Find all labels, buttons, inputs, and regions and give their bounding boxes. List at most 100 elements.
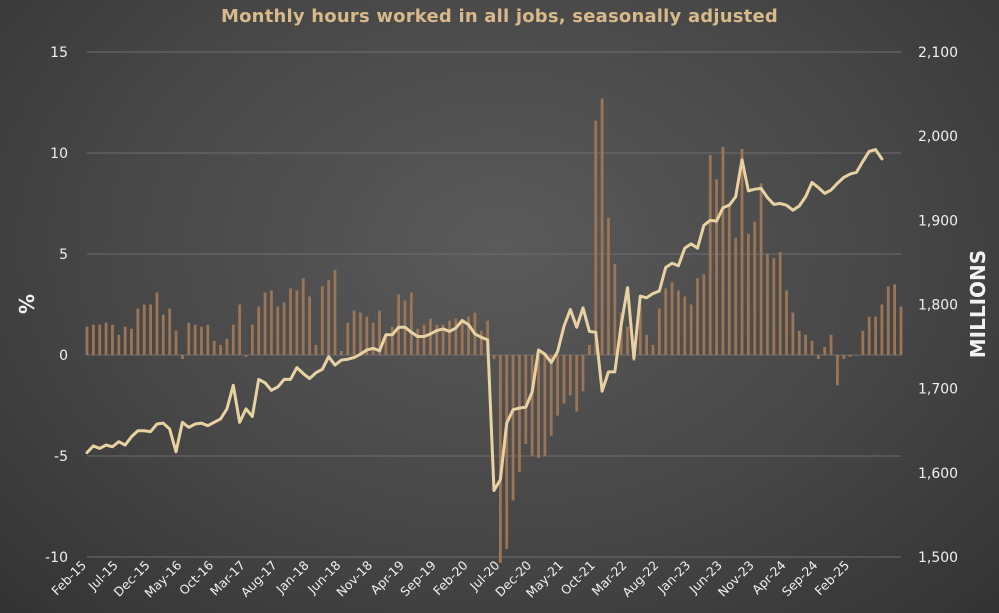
bar (797, 330, 801, 355)
right-axis-tick: 1,600 (918, 466, 958, 482)
bar (111, 324, 114, 355)
bar (384, 336, 388, 355)
bar (651, 344, 655, 355)
bar (861, 330, 865, 355)
bar (886, 286, 890, 355)
bar (479, 330, 483, 355)
bar (511, 355, 515, 501)
left-axis-tick: -5 (54, 449, 68, 465)
bar (816, 355, 820, 360)
bar (613, 264, 617, 355)
bar (250, 324, 254, 355)
bar (193, 324, 197, 355)
bar (231, 324, 235, 355)
bar (301, 278, 305, 355)
right-axis-tick: 2,100 (918, 45, 958, 61)
bar (734, 237, 738, 355)
right-axis-tick: 2,000 (918, 129, 958, 145)
x-axis-tick: Sep-19 (397, 557, 439, 599)
bar (696, 278, 699, 355)
x-axis-tick: Aug-22 (619, 558, 661, 600)
x-axis-tick: Aug-17 (238, 558, 280, 600)
x-axis-tick: Nov-18 (333, 557, 375, 599)
bar (378, 310, 381, 355)
bar (295, 290, 299, 355)
bar (212, 340, 216, 355)
left-axis-tick: 5 (59, 247, 68, 263)
bar (740, 148, 744, 355)
bar (874, 316, 877, 355)
bar (823, 346, 827, 355)
bar (568, 355, 572, 396)
x-axis-tick: Jan-18 (272, 557, 311, 596)
bar (123, 326, 127, 355)
bar (607, 217, 610, 355)
bar (664, 288, 668, 355)
bar (136, 308, 140, 355)
bar (180, 355, 184, 360)
left-axis-tick: 10 (50, 146, 68, 162)
bar (537, 355, 540, 459)
bar (581, 355, 585, 392)
bar (530, 355, 534, 456)
x-axis-tick: Feb-20 (430, 557, 471, 598)
bar (524, 355, 528, 444)
bar (899, 306, 903, 355)
bar (333, 270, 337, 355)
bar (766, 254, 769, 355)
bar (257, 306, 261, 355)
x-axis-tick: Jan-23 (654, 558, 693, 597)
bar (543, 355, 547, 456)
bar (435, 324, 439, 355)
bar (142, 304, 146, 355)
bar (187, 322, 191, 355)
bar (327, 280, 331, 355)
bar (454, 318, 458, 355)
bar (683, 296, 687, 355)
bar (746, 233, 750, 355)
bar (785, 290, 788, 355)
bar (594, 120, 598, 356)
right-axis-tick: 1,800 (918, 298, 958, 314)
bar (397, 294, 401, 355)
bar (308, 296, 311, 355)
bar (352, 310, 356, 355)
bar (702, 274, 706, 355)
bar (314, 344, 318, 355)
bar (149, 304, 152, 355)
bar (168, 308, 172, 355)
bar (429, 318, 432, 355)
bar (842, 355, 846, 360)
bar (289, 288, 292, 355)
bar (244, 355, 248, 358)
bar (448, 320, 451, 355)
bar (575, 355, 579, 412)
bar (441, 324, 445, 355)
x-axis-tick: Nov-23 (715, 558, 757, 600)
bar (893, 284, 897, 355)
bar (104, 322, 108, 355)
bar (855, 355, 858, 356)
right-axis-tick: 1,700 (918, 382, 958, 398)
bar (498, 355, 502, 564)
bar (708, 155, 712, 355)
bar (804, 334, 808, 355)
bar (117, 334, 121, 355)
bar (98, 324, 102, 355)
bar (867, 316, 871, 355)
bar (276, 306, 280, 355)
bar (85, 326, 89, 355)
bar (562, 355, 566, 404)
bar (677, 290, 680, 355)
bar (670, 282, 674, 355)
chart-title: Monthly hours worked in all jobs, season… (221, 6, 778, 27)
bar (880, 304, 884, 355)
bar (549, 355, 553, 436)
bar (505, 355, 509, 549)
left-axis-tick: 15 (50, 45, 68, 61)
bar (390, 326, 394, 355)
bar (225, 338, 229, 355)
bar (645, 334, 649, 355)
bar (409, 292, 413, 355)
bar (346, 322, 350, 355)
